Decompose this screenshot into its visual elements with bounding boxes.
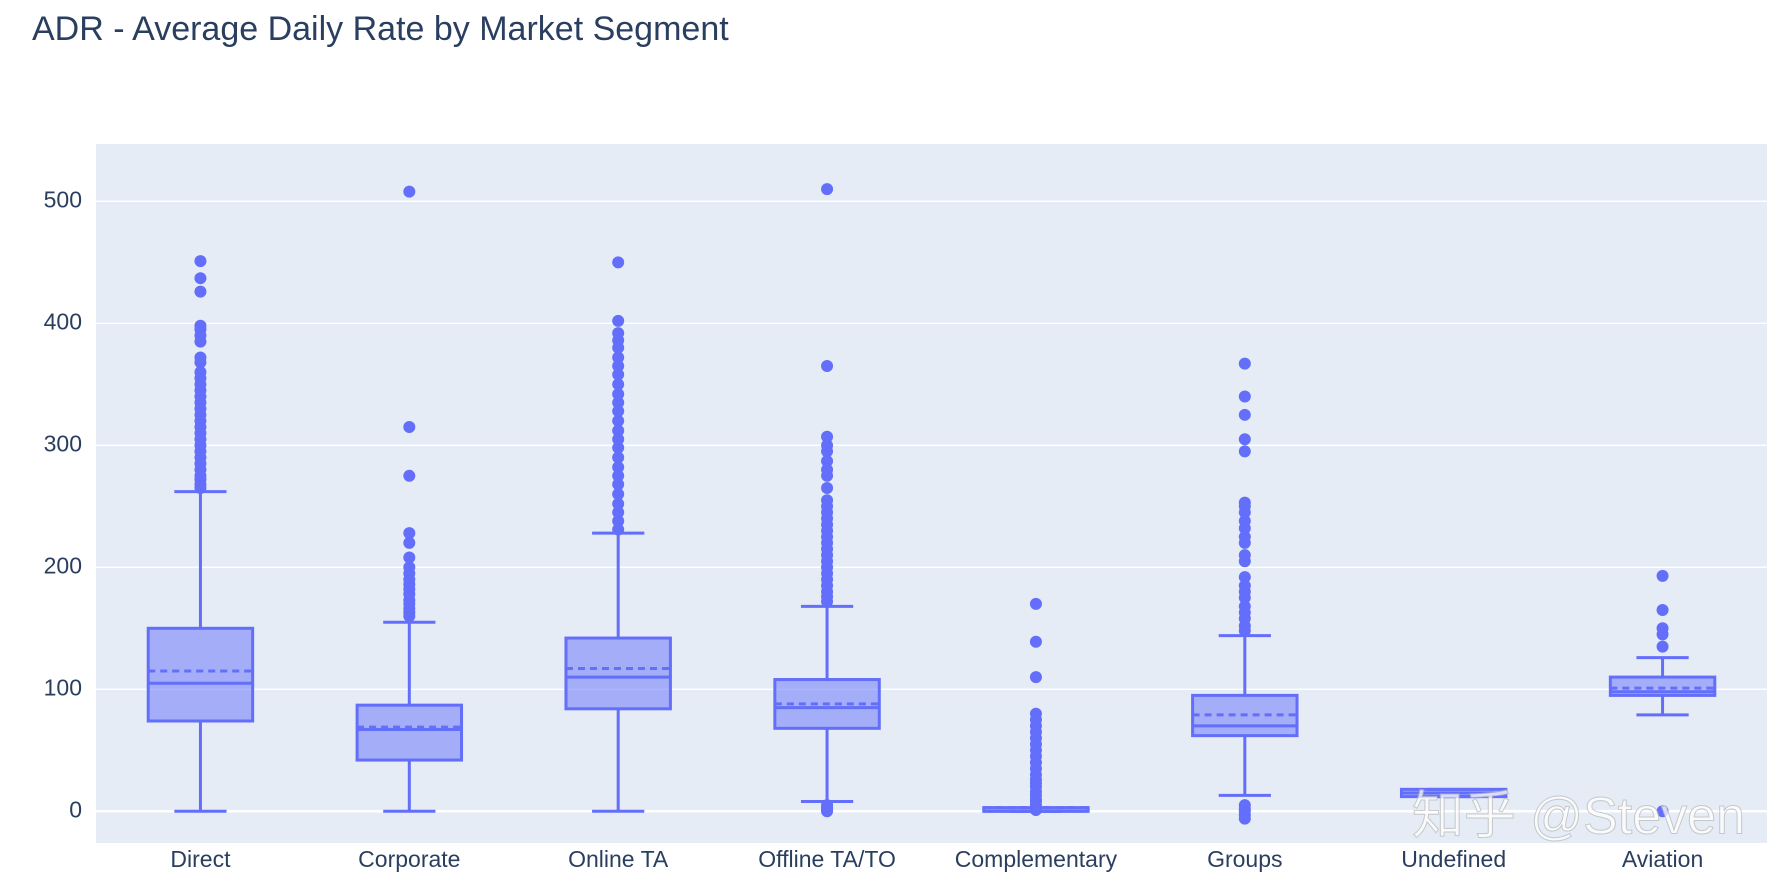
outlier: [612, 451, 625, 464]
x-tick-label: Groups: [1207, 846, 1282, 872]
outlier: [612, 441, 625, 454]
outlier: [612, 414, 625, 427]
outlier: [612, 478, 625, 491]
y-tick-label: 500: [44, 186, 82, 212]
outlier: [612, 488, 625, 501]
outlier: [403, 469, 416, 482]
x-tick-label: Complementary: [955, 846, 1118, 872]
outlier: [1029, 707, 1042, 720]
outlier: [403, 536, 416, 549]
x-tick-label: Online TA: [568, 846, 669, 872]
outlier: [1238, 549, 1251, 562]
outlier: [1656, 805, 1669, 818]
outlier: [1238, 390, 1251, 403]
outlier: [1238, 445, 1251, 458]
outlier: [612, 314, 625, 327]
outlier: [612, 461, 625, 474]
box: [146, 626, 255, 723]
outlier: [612, 360, 625, 373]
outlier: [612, 433, 625, 446]
outlier: [821, 482, 834, 495]
outlier: [612, 388, 625, 401]
outlier: [612, 327, 625, 340]
outlier: [821, 463, 834, 476]
outlier: [612, 523, 625, 536]
y-tick-label: 100: [44, 674, 82, 700]
outlier: [1656, 604, 1669, 616]
y-tick-label: 0: [69, 796, 82, 822]
outlier: [821, 799, 834, 812]
plot-background: [96, 144, 1767, 843]
outlier: [403, 551, 416, 564]
outlier: [194, 366, 207, 379]
outlier: [1238, 799, 1251, 812]
outlier: [821, 183, 834, 196]
outlier: [612, 497, 625, 510]
outlier: [1656, 569, 1669, 582]
y-tick-label: 400: [44, 308, 82, 334]
outlier: [194, 351, 207, 364]
box: [355, 703, 464, 762]
outlier: [821, 494, 834, 507]
outlier: [403, 421, 416, 434]
outlier: [403, 185, 416, 198]
outlier: [1238, 530, 1251, 543]
outlier: [1238, 433, 1251, 446]
y-tick-label: 200: [44, 552, 82, 578]
x-tick-label: Direct: [170, 846, 231, 872]
outlier: [612, 424, 625, 437]
x-tick-label: Offline TA/TO: [758, 846, 896, 872]
outlier: [194, 319, 207, 332]
outlier: [612, 256, 625, 269]
y-tick-label: 300: [44, 430, 82, 456]
outlier: [612, 378, 625, 391]
outlier: [821, 455, 834, 468]
outlier: [612, 506, 625, 519]
outlier: [1656, 622, 1669, 635]
box: [564, 636, 672, 711]
outlier: [612, 368, 625, 381]
outlier: [821, 430, 834, 443]
outlier: [403, 527, 416, 540]
outlier: [612, 405, 625, 418]
outlier: [1238, 496, 1251, 509]
x-tick-label: Aviation: [1622, 846, 1703, 872]
x-tick-label: Undefined: [1401, 846, 1506, 872]
outlier: [194, 285, 207, 298]
outlier: [1238, 408, 1251, 421]
outlier: [1238, 571, 1251, 584]
chart-title: ADR - Average Daily Rate by Market Segme…: [32, 10, 729, 48]
outlier: [821, 360, 834, 373]
outlier: [194, 272, 207, 285]
outlier: [1029, 635, 1042, 648]
outlier: [1238, 600, 1251, 613]
outlier: [1656, 640, 1669, 653]
outlier: [1238, 514, 1251, 527]
outlier: [403, 561, 416, 574]
outlier: [194, 255, 207, 268]
outlier: [1029, 597, 1042, 610]
outlier: [612, 396, 625, 409]
outlier: [612, 351, 625, 364]
outlier: [821, 439, 834, 452]
outlier: [612, 469, 625, 482]
outlier: [1029, 671, 1042, 684]
x-tick-label: Corporate: [358, 846, 460, 872]
outlier: [1238, 357, 1251, 370]
outlier: [1238, 579, 1251, 592]
watermark: 知乎 @Steven: [1412, 788, 1745, 846]
outlier: [612, 514, 625, 527]
